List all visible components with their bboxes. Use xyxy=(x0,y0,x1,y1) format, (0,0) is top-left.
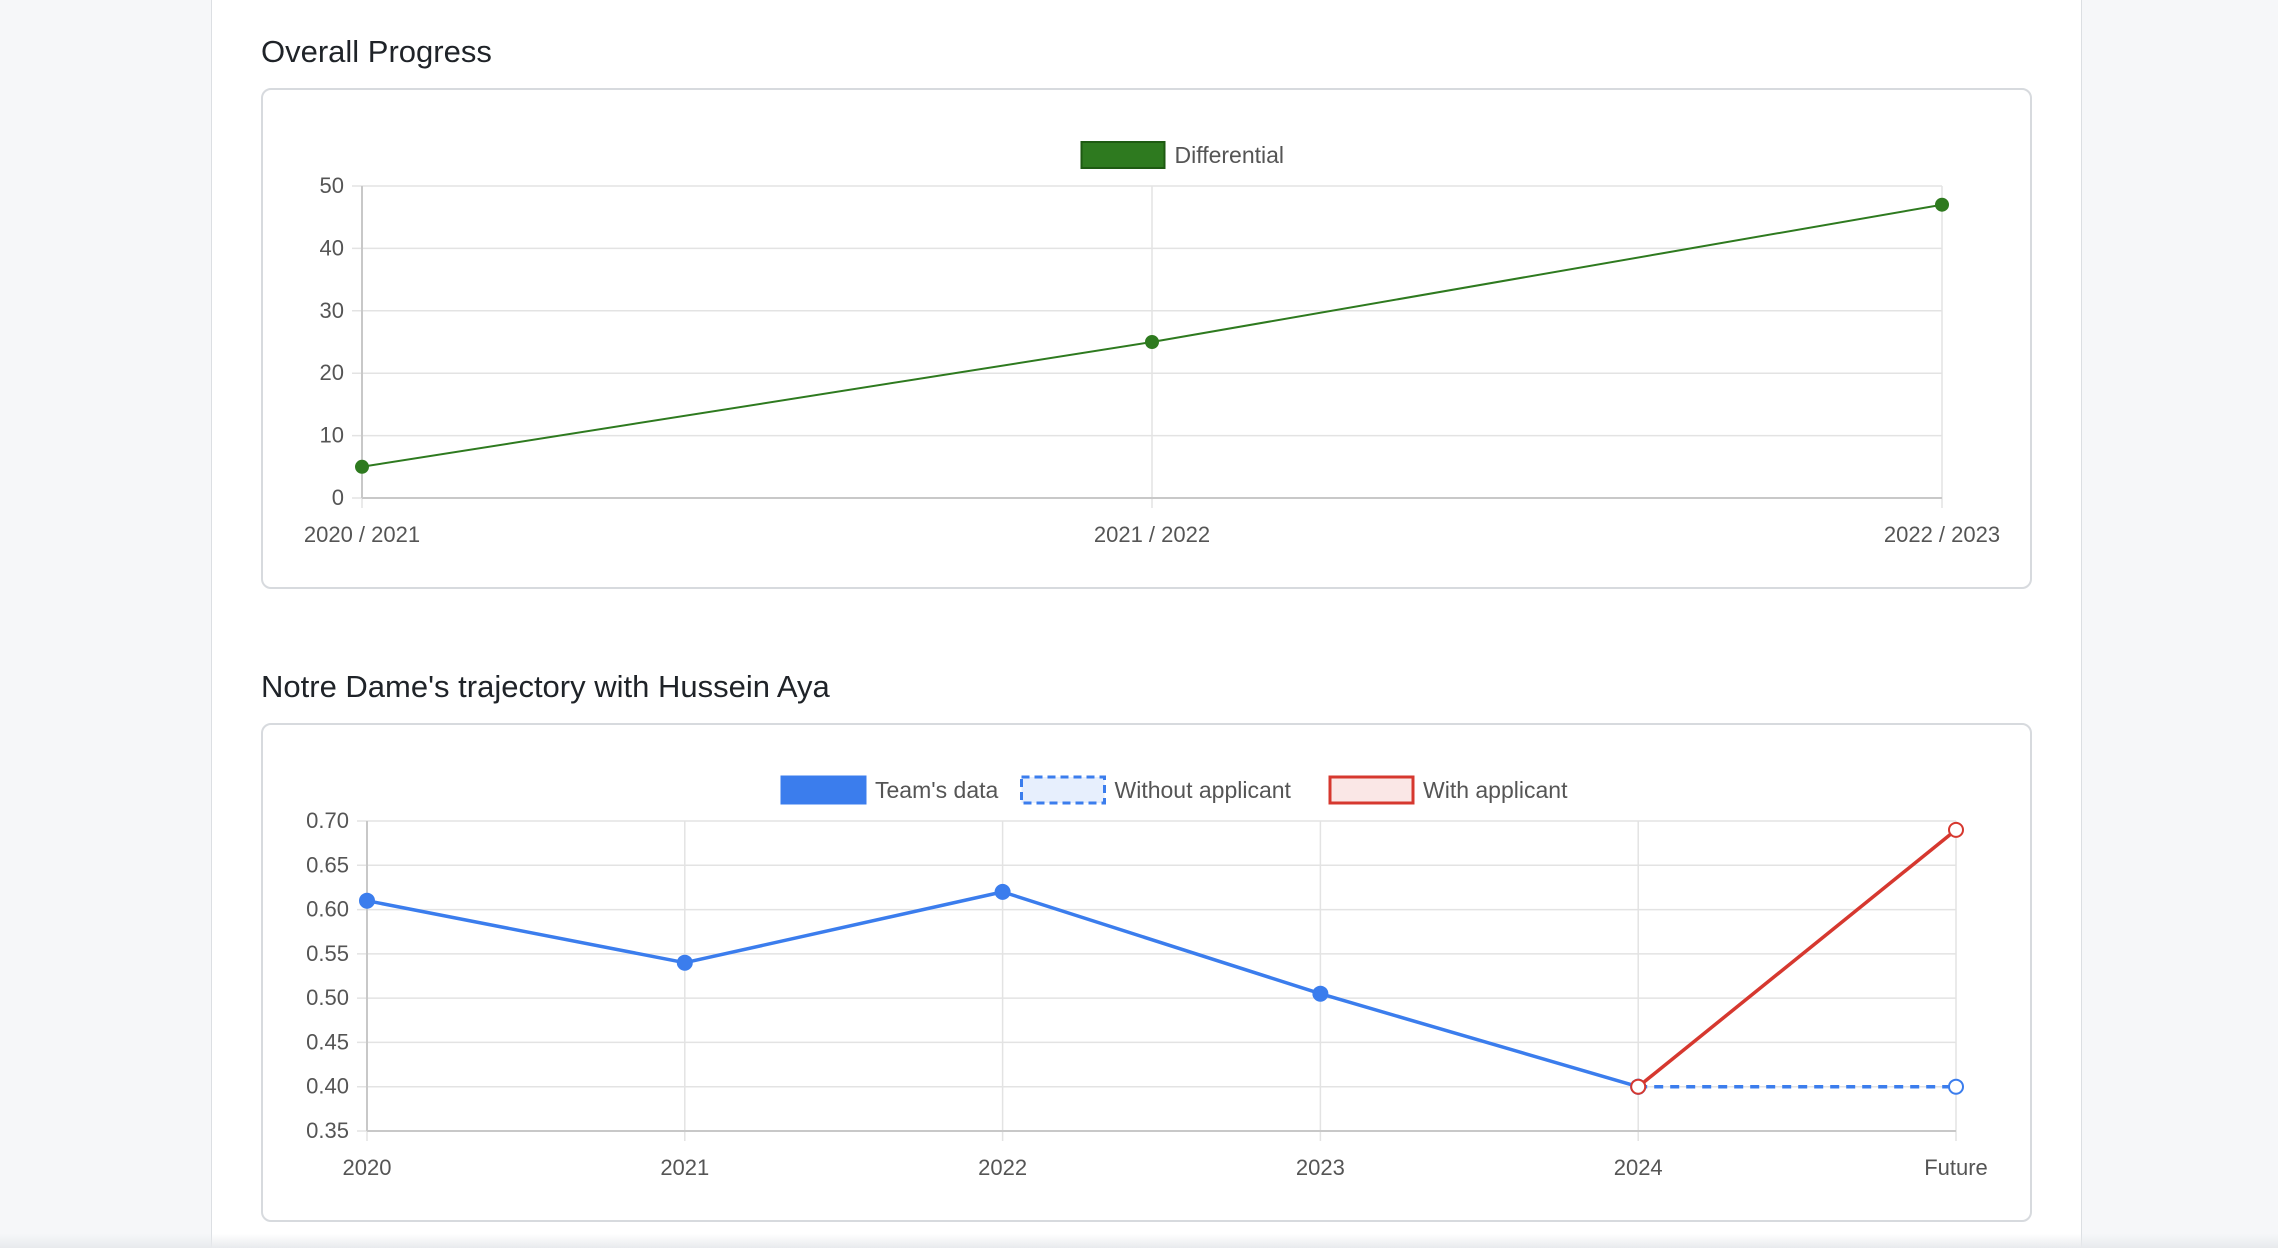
legend-item: Differential xyxy=(1080,141,1285,169)
legend-item: Without applicant xyxy=(1020,775,1292,805)
series-differential xyxy=(355,197,1949,474)
gridlines xyxy=(357,820,1957,1141)
legend-swatch xyxy=(780,775,867,805)
y-tick-label: 0.45 xyxy=(306,1029,349,1054)
y-tick-label: 40 xyxy=(320,235,344,260)
data-point xyxy=(994,883,1011,900)
data-point xyxy=(676,954,693,971)
data-point xyxy=(1145,335,1159,349)
legend-swatch xyxy=(1328,775,1415,805)
x-tick-label: 2021 xyxy=(660,1155,709,1180)
gridlines xyxy=(352,185,1943,508)
x-tick-label: 2022 / 2023 xyxy=(1884,522,2000,547)
y-tick-label: 0.35 xyxy=(306,1118,349,1143)
legend-label: With applicant xyxy=(1423,777,1568,803)
data-point xyxy=(1312,985,1329,1002)
y-tick-label: 0.55 xyxy=(306,941,349,966)
bottom-edge-shadow xyxy=(0,1234,2278,1248)
data-point xyxy=(1948,1078,1964,1095)
legend-label: Team's data xyxy=(875,777,998,803)
y-tick-label: 0.70 xyxy=(306,808,349,833)
chart-card-trajectory: Team's data Without applicant With applica… xyxy=(261,723,2032,1222)
legend-swatch xyxy=(1020,775,1106,805)
data-point xyxy=(355,459,369,474)
y-tick-label: 20 xyxy=(320,360,344,385)
x-tick-label: 2024 xyxy=(1614,1155,1663,1180)
y-tick-label: 0 xyxy=(332,485,344,510)
legend-swatch xyxy=(1080,141,1166,169)
data-point xyxy=(1935,197,1949,212)
y-tick-label: 0.40 xyxy=(306,1074,349,1099)
series-line xyxy=(1637,828,1958,1089)
y-tick-label: 0.50 xyxy=(306,985,349,1010)
legend-item: Team's data xyxy=(780,775,998,805)
y-tick-label: 50 xyxy=(320,173,344,198)
x-tick-label: 2022 xyxy=(978,1155,1027,1180)
y-tick-label: 0.60 xyxy=(306,897,349,922)
line-chart-trajectory: Team's data Without applicant With applica… xyxy=(306,775,1988,1180)
x-tick-label: 2020 xyxy=(343,1155,392,1180)
y-tick-label: 0.65 xyxy=(306,852,349,877)
y-tick-label: 10 xyxy=(320,423,344,448)
section-title-overall-progress: Overall Progress xyxy=(261,34,492,69)
x-tick-label: 2023 xyxy=(1296,1155,1345,1180)
legend-label: Without applicant xyxy=(1115,777,1292,803)
section-title-trajectory: Notre Dame's trajectory with Hussein Aya xyxy=(261,669,830,704)
y-tick-label: 30 xyxy=(320,298,344,323)
page: Overall Progress Differential 0 10 20 30 40 50… xyxy=(211,0,2082,1248)
chart-card-overall-progress: Differential 0 10 20 30 40 50 2020 / 2021 2021 /… xyxy=(261,88,2032,589)
legend: Team's data Without applicant With applica… xyxy=(780,775,1568,805)
legend-label: Differential xyxy=(1175,142,1285,168)
x-tick-label: 2021 / 2022 xyxy=(1094,522,1210,547)
series-with-applicant xyxy=(1630,821,1964,1095)
x-tick-label: Future xyxy=(1924,1155,1988,1180)
data-point xyxy=(1948,821,1964,838)
data-point xyxy=(1630,1078,1647,1095)
data-point xyxy=(359,892,375,909)
legend: Differential xyxy=(1080,141,1285,169)
x-tick-label: 2020 / 2021 xyxy=(304,522,420,547)
line-chart-overall-progress: Differential 0 10 20 30 40 50 2020 / 2021 2021 /… xyxy=(304,141,2000,547)
legend-item: With applicant xyxy=(1328,775,1568,805)
